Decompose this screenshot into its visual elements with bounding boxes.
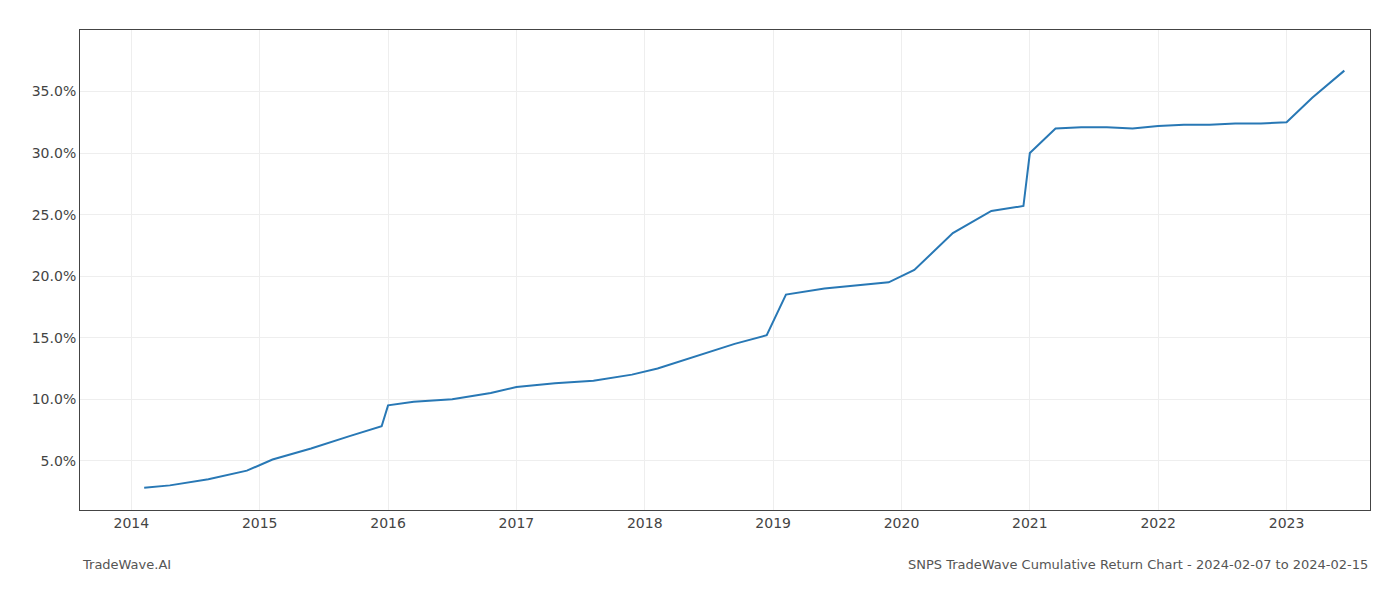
svg-text:SNPS TradeWave Cumulative Retu: SNPS TradeWave Cumulative Return Chart -…	[908, 557, 1368, 572]
svg-text:10.0%: 10.0%	[32, 391, 76, 407]
svg-text:2016: 2016	[370, 515, 406, 531]
svg-text:2019: 2019	[755, 515, 791, 531]
svg-text:35.0%: 35.0%	[32, 83, 76, 99]
svg-text:25.0%: 25.0%	[32, 207, 76, 223]
svg-text:TradeWave.AI: TradeWave.AI	[82, 557, 171, 572]
svg-text:2015: 2015	[242, 515, 278, 531]
svg-text:2022: 2022	[1140, 515, 1176, 531]
svg-text:5.0%: 5.0%	[41, 453, 77, 469]
svg-text:2020: 2020	[884, 515, 920, 531]
svg-text:2018: 2018	[627, 515, 663, 531]
svg-text:15.0%: 15.0%	[32, 330, 76, 346]
svg-text:2023: 2023	[1269, 515, 1305, 531]
svg-text:20.0%: 20.0%	[32, 268, 76, 284]
svg-text:2021: 2021	[1012, 515, 1048, 531]
svg-text:30.0%: 30.0%	[32, 145, 76, 161]
svg-text:2017: 2017	[499, 515, 535, 531]
svg-text:2014: 2014	[114, 515, 150, 531]
